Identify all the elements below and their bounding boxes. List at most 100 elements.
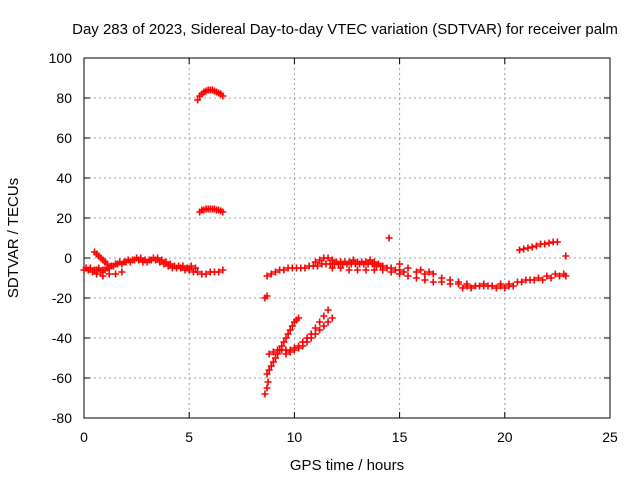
data-point — [295, 344, 303, 352]
data-point — [463, 280, 471, 288]
data-point — [484, 282, 492, 290]
data-point — [400, 268, 408, 276]
data-point — [282, 350, 290, 358]
data-point — [284, 330, 292, 338]
data-point — [120, 258, 128, 266]
data-point — [446, 276, 454, 284]
data-point — [192, 264, 200, 272]
data-point — [261, 390, 269, 398]
data-point — [455, 278, 463, 286]
data-point — [95, 264, 103, 272]
x-tick-label: 0 — [80, 429, 88, 445]
data-point — [421, 276, 429, 284]
data-point — [320, 322, 328, 330]
data-point — [145, 256, 153, 264]
data-point — [532, 242, 540, 250]
series-mid-low — [261, 378, 272, 398]
y-tick-label: 100 — [49, 50, 73, 66]
data-point — [288, 322, 296, 330]
data-point — [543, 272, 551, 280]
data-point — [541, 240, 549, 248]
data-point — [271, 268, 279, 276]
y-tick-label: 80 — [56, 90, 72, 106]
data-point — [362, 258, 370, 266]
data-point — [269, 358, 277, 366]
plot-frame — [83, 57, 611, 419]
data-point — [269, 348, 277, 356]
data-point — [307, 334, 315, 342]
data-point — [137, 254, 145, 262]
series-isolated — [385, 234, 570, 276]
data-point — [314, 262, 322, 270]
data-point — [404, 264, 412, 272]
data-point — [194, 96, 202, 104]
series-late-arc — [516, 238, 561, 254]
data-point — [166, 260, 174, 268]
series-arc-24 — [196, 205, 227, 216]
data-point — [467, 284, 475, 292]
y-tick-label: -60 — [52, 370, 72, 386]
data-point — [290, 346, 298, 354]
data-point — [528, 243, 536, 251]
y-tick-label: 60 — [56, 130, 72, 146]
data-point — [516, 246, 524, 254]
data-point — [103, 260, 111, 268]
y-tick-label: 20 — [56, 210, 72, 226]
data-point — [93, 270, 101, 278]
series-early-spike — [91, 248, 111, 268]
data-point — [154, 254, 162, 262]
data-point — [366, 256, 374, 264]
data-point — [370, 258, 378, 266]
data-point — [324, 318, 332, 326]
data-point — [295, 314, 303, 322]
y-tick-label: -20 — [52, 290, 72, 306]
data-point — [128, 256, 136, 264]
y-tick-label: 0 — [64, 250, 72, 266]
series-mid-rise-c — [282, 314, 336, 358]
series-mid-jump — [261, 292, 271, 302]
data-point — [118, 268, 126, 276]
data-point — [86, 264, 94, 272]
data-point — [354, 266, 362, 274]
data-point — [547, 274, 555, 282]
data-point — [271, 354, 279, 362]
data-point — [412, 268, 420, 276]
data-point — [280, 266, 288, 274]
data-point — [263, 370, 271, 378]
chart-title: Day 283 of 2023, Sidereal Day-to-day VTE… — [72, 21, 618, 38]
data-point — [263, 292, 271, 300]
data-point — [501, 284, 509, 292]
data-point — [509, 282, 517, 290]
y-tick-label: -40 — [52, 330, 72, 346]
data-point — [459, 284, 467, 292]
data-point — [265, 350, 273, 358]
data-point — [219, 92, 227, 100]
data-point — [328, 256, 336, 264]
data-point — [286, 326, 294, 334]
data-point — [179, 262, 187, 270]
data-point — [280, 338, 288, 346]
data-point — [219, 266, 227, 274]
y-tick-label: -80 — [52, 410, 72, 426]
x-axis-label: GPS time / hours — [290, 457, 404, 474]
data-point — [539, 276, 547, 284]
data-point — [524, 244, 532, 252]
data-point — [385, 234, 393, 242]
data-point — [556, 272, 564, 280]
y-tick-label: 40 — [56, 170, 72, 186]
data-point — [396, 270, 404, 278]
data-point — [112, 260, 120, 268]
data-point — [320, 312, 328, 320]
data-point — [387, 268, 395, 276]
data-point — [404, 272, 412, 280]
data-point — [311, 258, 319, 266]
data-point — [202, 270, 210, 278]
data-point — [265, 366, 273, 374]
series-arc-80 — [194, 86, 227, 104]
y-axis-label: SDTVAR / TECUs — [5, 178, 22, 298]
data-point — [505, 280, 513, 288]
data-point — [105, 270, 113, 278]
data-point — [316, 326, 324, 334]
data-point — [345, 258, 353, 266]
data-point — [553, 238, 561, 246]
